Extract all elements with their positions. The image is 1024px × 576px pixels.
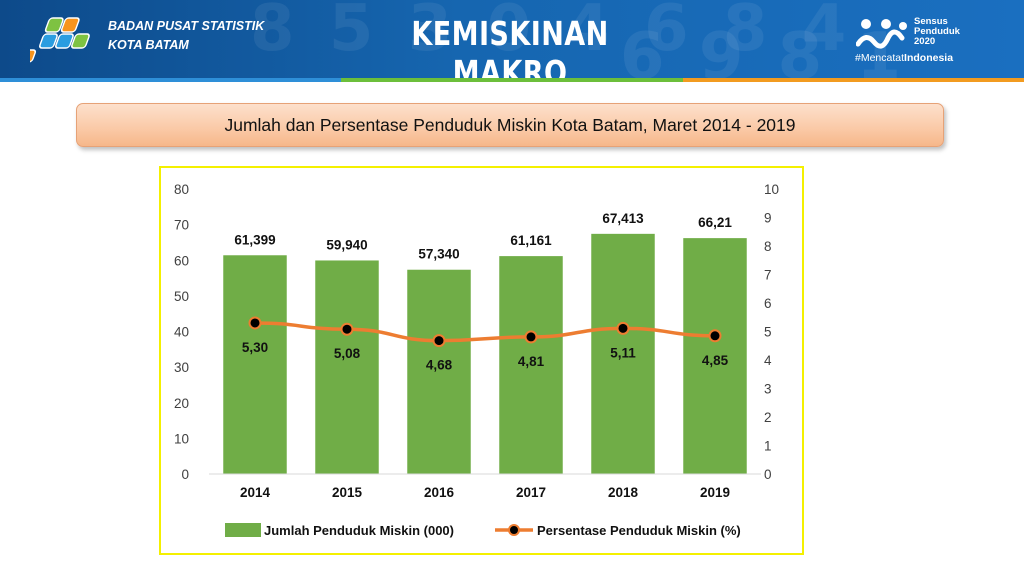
line-data-label: 4,68 [426, 358, 453, 373]
x-tick-label: 2019 [700, 485, 730, 500]
legend-label-bar: Jumlah Penduduk Miskin (000) [264, 523, 454, 538]
census-hashtag: #MencatatIndonesia [855, 52, 953, 64]
bar-data-label: 61,399 [234, 232, 275, 247]
line-point [248, 316, 262, 330]
y-right-tick-label: 1 [764, 439, 772, 454]
line-point [340, 322, 354, 336]
bar [591, 233, 655, 474]
header-decoration: 8 5 3 0 4 6 8 4 [250, 0, 853, 66]
x-tick-label: 2014 [240, 485, 271, 500]
y-right-tick-label: 5 [764, 325, 772, 340]
org-name-line2: KOTA BATAM [108, 38, 189, 52]
bar-data-label: 59,940 [326, 237, 367, 252]
y-left-tick-label: 10 [174, 431, 189, 446]
line-data-label: 4,85 [702, 353, 729, 368]
line-data-label: 4,81 [518, 354, 545, 369]
header-stripe-orange [683, 78, 1024, 82]
y-left-tick-label: 20 [174, 396, 189, 411]
bps-logo-icon [30, 17, 90, 63]
x-tick-label: 2018 [608, 485, 639, 500]
y-left-tick-label: 30 [174, 360, 189, 375]
bar-data-label: 61,161 [510, 233, 552, 248]
census-line1: Sensus [914, 16, 948, 27]
census-hashtag-suffix: Indonesia [904, 52, 954, 64]
y-right-tick-label: 7 [764, 268, 772, 283]
org-name: BADAN PUSAT STATISTIK KOTA BATAM [108, 17, 264, 55]
header-decoration-2: 6 9 8 1 [620, 20, 907, 78]
line-point [432, 334, 446, 348]
bar-data-label: 66,21 [698, 215, 732, 230]
line-point [616, 321, 630, 335]
x-tick-label: 2015 [332, 485, 363, 500]
page-title: KEMISKINAN MAKRO [411, 14, 609, 78]
line-point [708, 329, 722, 343]
census-hashtag-prefix: #Mencatat [855, 52, 905, 64]
legend-swatch-bar [225, 523, 261, 537]
y-right-tick-label: 6 [764, 296, 772, 311]
census-logo-icon [856, 19, 907, 49]
y-left-tick-label: 70 [174, 218, 189, 233]
bar-data-label: 57,340 [418, 247, 459, 262]
legend-label-line: Persentase Penduduk Miskin (%) [537, 523, 741, 538]
legend-swatch-marker [508, 524, 520, 536]
bar-data-label: 67,413 [602, 211, 644, 226]
chart-title: Jumlah dan Persentase Penduduk Miskin Ko… [224, 115, 796, 135]
line-data-label: 5,11 [610, 345, 636, 360]
y-right-tick-label: 3 [764, 382, 772, 397]
chart-title-banner: Jumlah dan Persentase Penduduk Miskin Ko… [76, 103, 944, 147]
y-left-tick-label: 40 [174, 325, 189, 340]
census-line2: Penduduk [914, 26, 960, 37]
y-right-tick-label: 0 [764, 467, 772, 482]
bar [683, 238, 747, 474]
y-right-tick-label: 8 [764, 239, 772, 254]
census-line3: 2020 [914, 36, 936, 47]
series-line [254, 321, 716, 343]
bar [499, 256, 563, 474]
census-title: Sensus Penduduk 2020 [914, 17, 960, 47]
y-right-tick-label: 4 [764, 353, 772, 368]
y-right-tick-label: 9 [764, 211, 772, 226]
bar [223, 255, 287, 474]
org-name-line1: BADAN PUSAT STATISTIK [108, 19, 265, 33]
bar [407, 269, 471, 474]
line-data-label: 5,30 [242, 340, 268, 355]
y-right-tick-label: 2 [764, 410, 772, 425]
line-point [524, 330, 538, 344]
y-right-tick-label: 10 [764, 182, 779, 197]
header-bar: 8 5 3 0 4 6 8 4 6 9 8 1 BADAN PUSAT STAT… [0, 0, 1024, 78]
x-tick-label: 2016 [424, 485, 455, 500]
header-stripe-green [341, 78, 683, 82]
combo-chart: 0 10 20 30 40 50 60 70 80 0 1 2 3 4 5 6 7 8 9 10 61,399 2014 5… [174, 182, 779, 538]
y-left-tick-label: 0 [181, 467, 189, 482]
chart-frame: 0 10 20 30 40 50 60 70 80 0 1 2 3 4 5 6 7 8 9 10 61,399 2014 5… [159, 166, 804, 555]
y-left-tick-label: 80 [174, 182, 189, 197]
bar [315, 260, 379, 474]
line-data-label: 5,08 [334, 346, 361, 361]
y-left-tick-label: 60 [174, 253, 189, 268]
y-left-tick-label: 50 [174, 289, 189, 304]
x-tick-label: 2017 [516, 485, 546, 500]
